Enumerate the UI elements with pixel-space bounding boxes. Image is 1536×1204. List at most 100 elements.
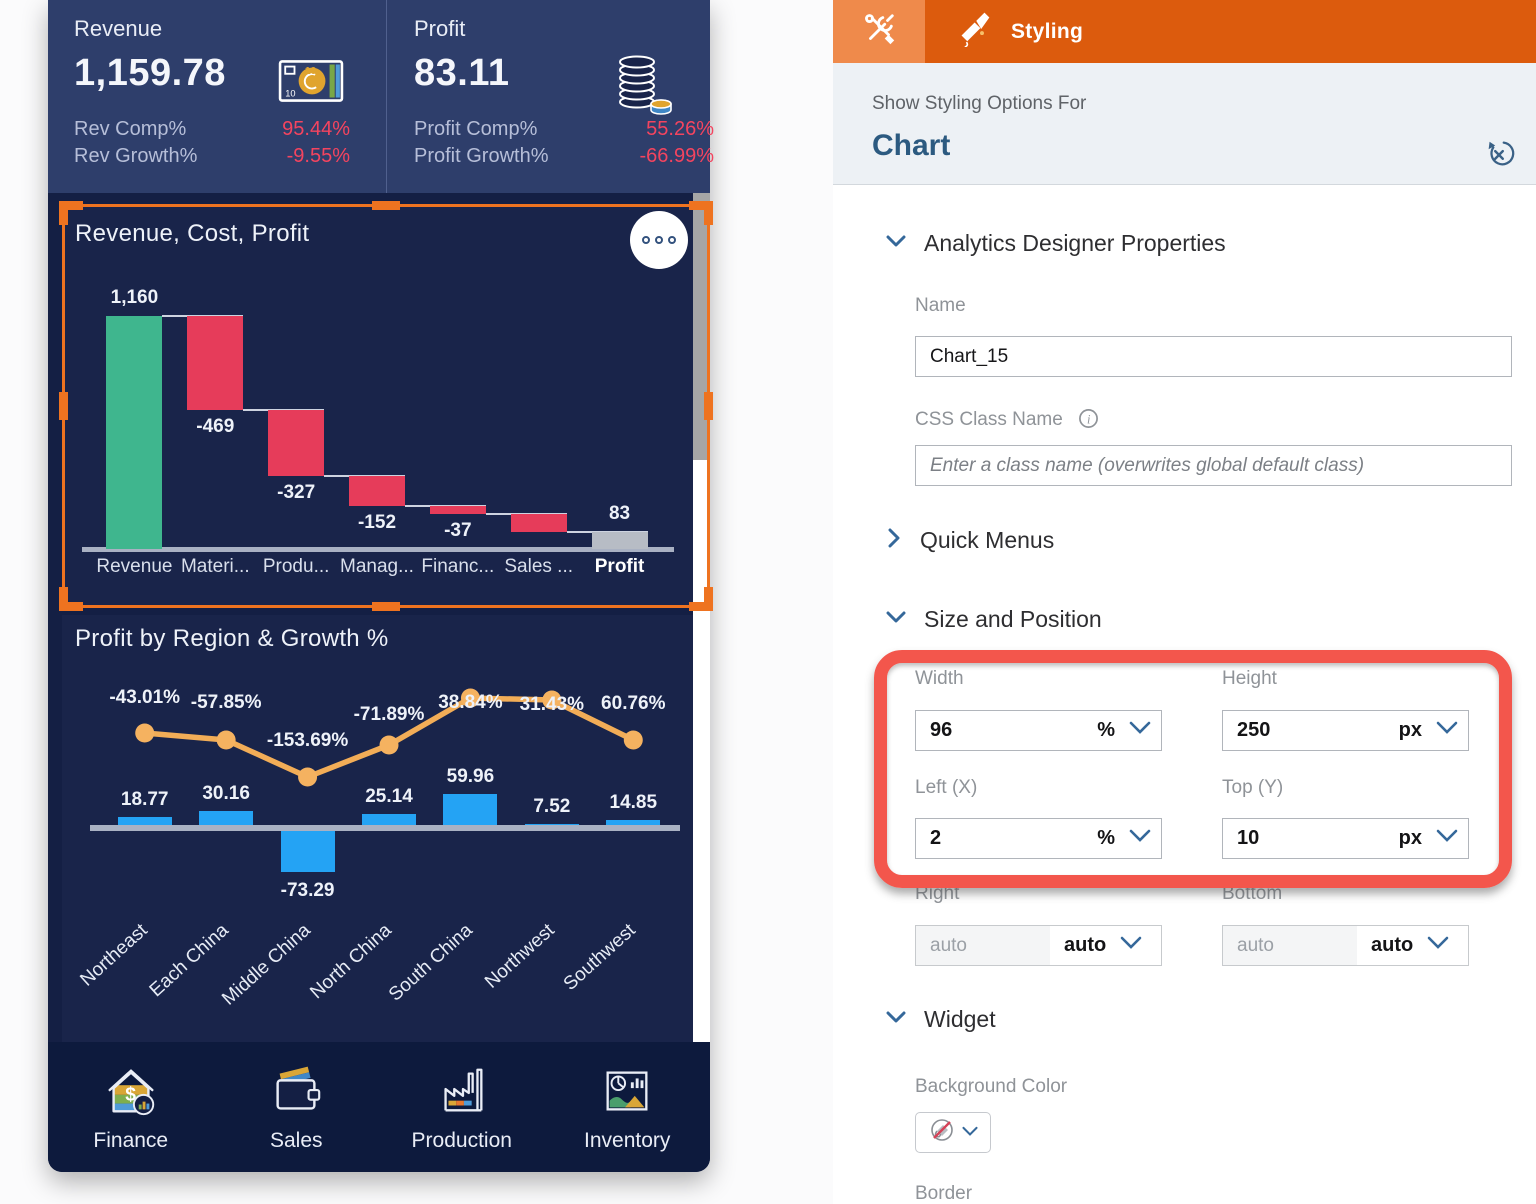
bottom-unit: auto — [1371, 934, 1414, 956]
svg-text:10: 10 — [305, 66, 317, 77]
waterfall-bar-Financ... — [429, 506, 486, 514]
finance-icon: $ — [102, 1062, 160, 1125]
waterfall-category-label: Produ... — [262, 556, 330, 577]
nav-item-production[interactable]: Production — [379, 1042, 545, 1172]
kpi-tile-profit[interactable]: Profit 83.11 Profit Comp% 55.26% — [387, 0, 714, 193]
kpi-sub-value: 95.44% — [282, 118, 350, 140]
combo-chart: 18.77 30.16 -73.29 25.14 59.96 7.52 14.85 -43.0… — [62, 615, 693, 1043]
height-value[interactable]: 250 — [1237, 719, 1271, 741]
selected-object-name: Chart — [872, 129, 951, 162]
growth-line-label: -71.89% — [353, 704, 425, 725]
kpi-tile-revenue[interactable]: Revenue 1,159.78 10 10 Rev Comp — [48, 0, 387, 193]
chevron-down-icon — [884, 607, 908, 632]
nav-label: Inventory — [584, 1128, 671, 1152]
svg-text:$: $ — [125, 1084, 136, 1105]
kpi-sub-label: Profit Growth% — [414, 145, 549, 167]
nav-label: Production — [411, 1128, 512, 1152]
waterfall-category-label: Sales ... — [504, 556, 574, 577]
kpi-sub-metrics: Profit Comp% 55.26% Profit Growth% -66.99% — [414, 116, 714, 170]
right-value: auto — [916, 926, 1050, 965]
section-analytics-designer-properties[interactable]: Analytics Designer Properties — [884, 230, 1226, 257]
growth-line-label: 60.76% — [601, 693, 666, 714]
region-bar-Each China — [199, 810, 254, 828]
left-x-field[interactable]: 2 % — [915, 818, 1162, 859]
styling-options-caption: Show Styling Options For — [872, 93, 1087, 114]
width-value[interactable]: 96 — [930, 719, 953, 741]
growth-line-point — [379, 735, 399, 755]
right-unit: auto — [1064, 934, 1107, 956]
region-bar-label: 25.14 — [365, 785, 413, 807]
height-unit: px — [1398, 719, 1422, 741]
bottom-label: Bottom — [1222, 883, 1283, 904]
coins-icon — [611, 52, 675, 123]
kpi-sub-value: 55.26% — [646, 118, 714, 140]
chevron-down-icon[interactable] — [1436, 721, 1458, 740]
nav-item-finance[interactable]: $ Finance — [48, 1042, 214, 1172]
region-bar-North China — [362, 813, 416, 828]
css-class-label: CSS Class Name i — [915, 408, 1099, 435]
left-x-value[interactable]: 2 — [930, 827, 942, 849]
svg-text:i: i — [1087, 412, 1091, 426]
waterfall-bar-Revenue — [106, 316, 163, 549]
region-bar-label: 18.77 — [120, 789, 169, 811]
width-field[interactable]: 96 % — [915, 710, 1162, 751]
waterfall-category-label: Materi... — [180, 556, 250, 577]
waterfall-bar-Produ... — [268, 410, 325, 476]
height-field[interactable]: 250 px — [1222, 710, 1469, 751]
nav-item-sales[interactable]: Sales — [214, 1042, 380, 1172]
background-color-picker[interactable] — [915, 1112, 991, 1153]
kpi-sub-value: -9.55% — [286, 145, 350, 167]
section-title: Size and Position — [924, 606, 1102, 632]
chevron-down-icon[interactable] — [1129, 829, 1151, 848]
section-size-and-position[interactable]: Size and Position — [884, 606, 1102, 633]
right-field[interactable]: auto auto — [915, 925, 1162, 966]
growth-line-label: -57.85% — [190, 692, 262, 713]
top-y-label: Top (Y) — [1222, 777, 1284, 798]
nav-item-inventory[interactable]: Inventory — [545, 1042, 711, 1172]
styling-subheader: Show Styling Options For Chart — [833, 63, 1536, 185]
production-icon — [433, 1062, 491, 1125]
name-input[interactable] — [915, 336, 1512, 377]
background-color-label: Background Color — [915, 1076, 1068, 1097]
waterfall-category-label: Financ... — [421, 556, 495, 577]
svg-text:10: 10 — [285, 88, 295, 98]
section-widget[interactable]: Widget — [884, 1006, 996, 1033]
tab-styling-label: Styling — [1011, 19, 1084, 43]
nav-label: Finance — [93, 1128, 169, 1152]
chevron-down-icon[interactable] — [1129, 721, 1151, 740]
section-title: Analytics Designer Properties — [924, 230, 1226, 256]
chevron-down-icon[interactable] — [1427, 936, 1449, 955]
info-icon[interactable]: i — [1078, 408, 1099, 435]
paint-brush-icon — [955, 11, 991, 52]
chevron-down-icon[interactable] — [1436, 829, 1458, 848]
no-fill-icon — [929, 1117, 955, 1148]
preview-scrollbar[interactable] — [693, 193, 710, 1042]
tab-styling[interactable]: Styling — [955, 11, 1083, 52]
tab-builder-tools[interactable] — [833, 0, 925, 63]
widget-profit-by-region-chart[interactable]: Profit by Region & Growth % 18.77 30.16 -7… — [62, 615, 693, 1043]
revert-icon[interactable] — [1482, 137, 1516, 171]
more-actions-button[interactable] — [630, 211, 688, 269]
waterfall-bar-Sales ... — [510, 513, 567, 533]
left-x-label: Left (X) — [915, 777, 978, 798]
waterfall-category-label: Revenue — [96, 556, 173, 577]
widget-revenue-cost-profit-chart[interactable]: Revenue, Cost, Profit 1,160 Revenue -469 Ma… — [62, 204, 693, 608]
chevron-down-icon[interactable] — [1120, 936, 1142, 955]
top-y-field[interactable]: 10 px — [1222, 818, 1469, 859]
section-quick-menus[interactable]: Quick Menus — [884, 526, 1054, 555]
kpi-title: Revenue — [74, 16, 163, 41]
top-y-value[interactable]: 10 — [1237, 827, 1260, 849]
kpi-row: Revenue 1,159.78 10 10 Rev Comp — [48, 0, 714, 193]
sales-icon — [267, 1062, 325, 1125]
preview-scrollbar-thumb[interactable] — [693, 193, 710, 460]
waterfall-category-label: Manag... — [340, 556, 414, 577]
kpi-sub-label: Rev Comp% — [74, 118, 187, 140]
name-label: Name — [915, 295, 966, 316]
growth-line-label: 31.43% — [519, 694, 585, 715]
region-bar-label: 7.52 — [533, 795, 571, 817]
waterfall-data-label: -469 — [196, 416, 235, 438]
bottom-field[interactable]: auto auto — [1222, 925, 1469, 966]
kpi-value: 83.11 — [414, 52, 510, 94]
section-title: Widget — [924, 1006, 996, 1032]
css-class-input[interactable] — [915, 445, 1512, 486]
